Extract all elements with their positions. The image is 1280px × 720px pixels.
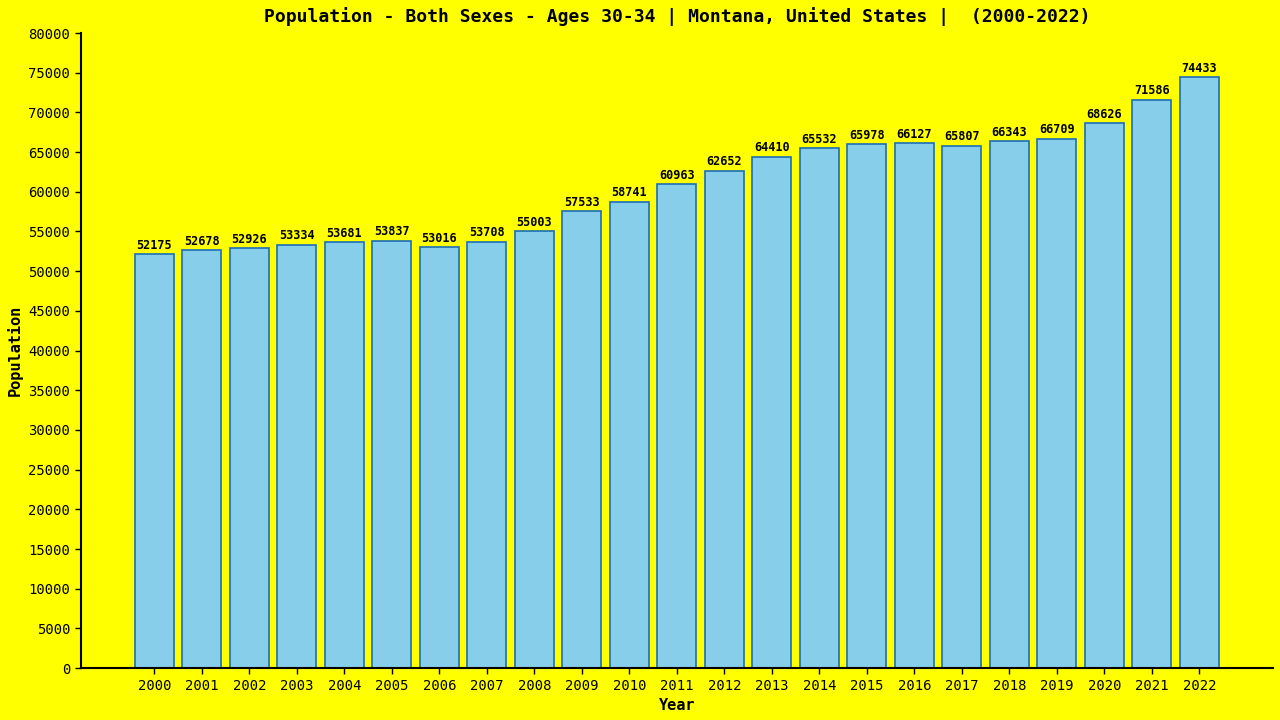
Text: 53334: 53334	[279, 230, 315, 243]
Bar	[1085, 123, 1124, 668]
Bar	[278, 245, 316, 668]
Bar	[800, 148, 838, 668]
Text: 53681: 53681	[326, 227, 362, 240]
Bar	[989, 141, 1029, 668]
Bar	[467, 242, 507, 668]
Text: 66127: 66127	[896, 127, 932, 141]
Text: 57533: 57533	[564, 196, 600, 209]
Bar	[325, 242, 364, 668]
Text: 53837: 53837	[374, 225, 410, 238]
Text: 53708: 53708	[470, 226, 504, 239]
Text: 60963: 60963	[659, 168, 695, 181]
Bar	[705, 171, 744, 668]
Bar	[1133, 100, 1171, 668]
Text: 65978: 65978	[849, 129, 884, 142]
Bar	[847, 144, 886, 668]
Text: 62652: 62652	[707, 156, 742, 168]
Text: 65532: 65532	[801, 132, 837, 145]
Bar	[420, 247, 460, 668]
Bar	[1037, 138, 1076, 668]
Bar	[134, 254, 174, 668]
Text: 55003: 55003	[517, 216, 552, 229]
Title: Population - Both Sexes - Ages 30-34 | Montana, United States |  (2000-2022): Population - Both Sexes - Ages 30-34 | M…	[264, 7, 1091, 26]
Text: 53016: 53016	[421, 232, 457, 245]
Bar	[942, 145, 982, 668]
Bar	[753, 157, 791, 668]
Bar	[515, 231, 554, 668]
Text: 52175: 52175	[137, 238, 173, 251]
Text: 66343: 66343	[992, 126, 1028, 139]
Bar	[1180, 77, 1219, 668]
Text: 52678: 52678	[184, 235, 220, 248]
Text: 66709: 66709	[1039, 123, 1075, 136]
Text: 64410: 64410	[754, 141, 790, 154]
Text: 74433: 74433	[1181, 62, 1217, 75]
X-axis label: Year: Year	[659, 698, 695, 713]
Bar	[562, 212, 602, 668]
Y-axis label: Population: Population	[6, 305, 23, 396]
Text: 68626: 68626	[1087, 108, 1123, 121]
Bar	[183, 250, 221, 668]
Bar	[895, 143, 934, 668]
Bar	[611, 202, 649, 668]
Text: 65807: 65807	[945, 130, 979, 143]
Bar	[658, 184, 696, 668]
Text: 52926: 52926	[232, 233, 268, 246]
Bar	[230, 248, 269, 668]
Text: 58741: 58741	[612, 186, 648, 199]
Bar	[372, 240, 411, 668]
Text: 71586: 71586	[1134, 84, 1170, 97]
